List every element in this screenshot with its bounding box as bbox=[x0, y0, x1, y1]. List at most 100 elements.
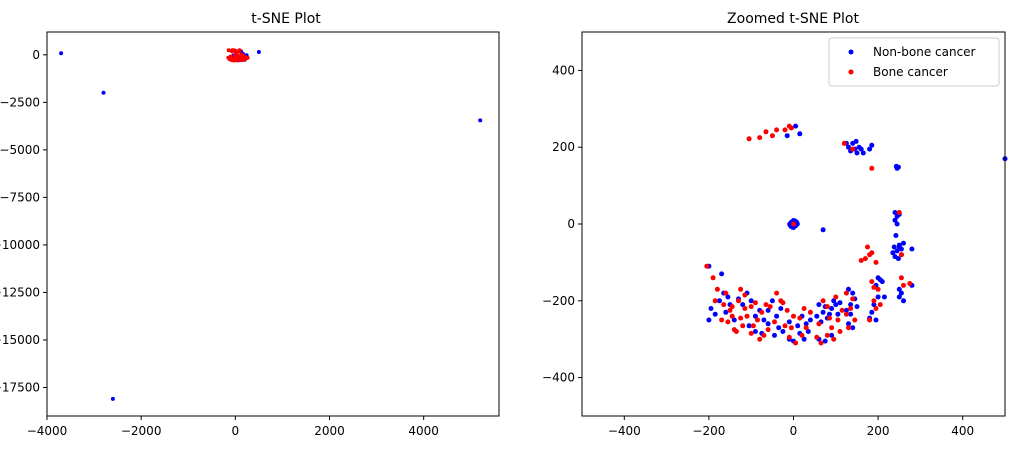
data-point-series-1 bbox=[788, 125, 794, 131]
data-point-series-1 bbox=[245, 55, 250, 60]
data-point-series-0 bbox=[765, 321, 771, 327]
x-tick-label: 2000 bbox=[314, 424, 345, 438]
data-point-series-0 bbox=[873, 317, 879, 323]
data-point-series-0 bbox=[731, 317, 737, 323]
data-point-series-0 bbox=[706, 317, 712, 323]
data-point-series-0 bbox=[752, 329, 758, 334]
data-point-series-1 bbox=[239, 52, 244, 57]
legend-label: Non-bone cancer bbox=[873, 45, 976, 59]
data-point-series-0 bbox=[892, 217, 898, 223]
data-point-series-0 bbox=[869, 309, 875, 315]
data-point-series-0 bbox=[784, 133, 790, 139]
data-point-series-1 bbox=[850, 296, 856, 302]
x-tick-label: 400 bbox=[951, 424, 974, 438]
data-point-series-0 bbox=[805, 329, 811, 334]
data-point-series-1 bbox=[799, 332, 805, 338]
legend: Non-bone cancer Bone cancer bbox=[828, 37, 1000, 87]
data-point-series-1 bbox=[742, 292, 748, 298]
y-tick-label: 400 bbox=[552, 63, 575, 77]
data-point-series-1 bbox=[867, 317, 873, 323]
data-point-series-1 bbox=[750, 323, 756, 329]
data-point-series-1 bbox=[839, 307, 845, 313]
data-point-series-0 bbox=[871, 302, 877, 308]
data-point-series-0 bbox=[827, 311, 832, 317]
data-point-series-0 bbox=[803, 321, 809, 327]
data-point-series-1 bbox=[814, 334, 820, 340]
data-point-series-1 bbox=[226, 48, 231, 53]
data-point-series-1 bbox=[841, 140, 847, 146]
axes: −400 −200 0 200 400 400 200 0 −200 −400 bbox=[542, 31, 1006, 438]
data-point-series-0 bbox=[778, 306, 784, 311]
data-point-series-0 bbox=[854, 304, 860, 310]
data-point-series-1 bbox=[719, 317, 725, 323]
data-point-series-0 bbox=[846, 286, 851, 292]
data-point-series-1 bbox=[820, 298, 826, 304]
data-point-series-1 bbox=[865, 244, 870, 250]
data-point-series-1 bbox=[846, 325, 851, 331]
data-point-series-0 bbox=[708, 306, 714, 311]
axes: −4000 −2000 0 2000 4000 0 −2500 −5000 −7500 −1000… bbox=[0, 31, 500, 438]
data-point-series-0 bbox=[794, 221, 800, 227]
data-point-series-0 bbox=[869, 142, 875, 148]
data-point-series-1 bbox=[738, 286, 744, 292]
data-point-series-0 bbox=[901, 240, 906, 246]
data-point-series-1 bbox=[793, 340, 799, 346]
data-point-series-1 bbox=[803, 325, 809, 331]
data-point-series-1 bbox=[780, 300, 786, 306]
data-point-series-0 bbox=[896, 294, 902, 300]
data-point-series-1 bbox=[767, 304, 773, 310]
scatter-points bbox=[59, 48, 483, 401]
data-point-series-0 bbox=[772, 332, 777, 338]
data-point-series-1 bbox=[748, 330, 754, 336]
data-point-series-0 bbox=[892, 210, 898, 215]
data-point-series-0 bbox=[895, 256, 901, 262]
data-point-series-0 bbox=[110, 396, 115, 401]
data-point-series-1 bbox=[835, 317, 841, 323]
data-point-series-0 bbox=[881, 294, 887, 300]
data-point-series-1 bbox=[833, 294, 839, 300]
data-point-series-1 bbox=[871, 284, 877, 290]
legend-box bbox=[828, 37, 1000, 87]
data-point-series-0 bbox=[890, 250, 896, 256]
data-point-series-0 bbox=[848, 311, 854, 317]
data-point-series-1 bbox=[843, 311, 849, 317]
data-point-series-1 bbox=[774, 290, 780, 296]
data-point-series-1 bbox=[827, 315, 832, 321]
x-tick-label: −2000 bbox=[121, 424, 162, 438]
data-point-series-1 bbox=[896, 210, 902, 215]
data-point-series-0 bbox=[837, 300, 843, 306]
y-tick-label: −15000 bbox=[0, 333, 40, 347]
data-point-series-0 bbox=[820, 309, 826, 315]
data-point-series-1 bbox=[801, 306, 807, 311]
x-tick-label: 0 bbox=[790, 424, 798, 438]
data-point-series-0 bbox=[746, 323, 752, 329]
data-point-series-1 bbox=[788, 325, 794, 331]
data-point-series-0 bbox=[901, 298, 906, 304]
data-point-series-0 bbox=[879, 279, 885, 285]
data-point-series-1 bbox=[786, 334, 792, 340]
data-point-series-1 bbox=[784, 307, 790, 313]
data-point-series-0 bbox=[725, 294, 731, 300]
data-point-series-1 bbox=[729, 313, 735, 319]
data-point-series-0 bbox=[894, 221, 900, 227]
data-point-series-0 bbox=[896, 242, 902, 248]
data-point-series-1 bbox=[869, 250, 875, 256]
data-point-series-1 bbox=[231, 58, 236, 63]
data-point-series-1 bbox=[727, 307, 733, 313]
x-tick-label: −4000 bbox=[27, 424, 68, 438]
data-point-series-0 bbox=[256, 50, 261, 54]
data-point-series-0 bbox=[723, 309, 729, 315]
data-point-series-0 bbox=[795, 323, 801, 329]
y-tick-label: 0 bbox=[32, 48, 40, 62]
data-point-series-0 bbox=[807, 317, 813, 323]
data-point-series-1 bbox=[875, 286, 881, 292]
plot-title: t-SNE Plot bbox=[251, 11, 321, 27]
data-point-series-1 bbox=[869, 165, 875, 171]
data-point-series-1 bbox=[769, 133, 775, 139]
data-point-series-1 bbox=[791, 313, 796, 319]
data-point-series-0 bbox=[801, 336, 807, 342]
data-point-series-1 bbox=[782, 127, 788, 133]
data-point-series-1 bbox=[757, 336, 763, 342]
data-point-series-1 bbox=[871, 298, 877, 304]
